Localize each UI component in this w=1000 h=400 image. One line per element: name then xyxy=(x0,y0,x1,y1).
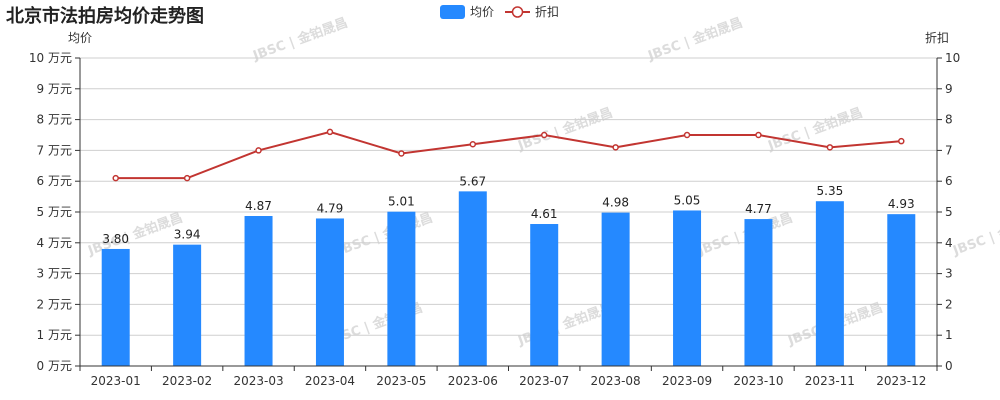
line-point xyxy=(326,128,334,136)
bar-value-label: 5.67 xyxy=(459,174,486,188)
x-tick-label: 2023-08 xyxy=(591,374,641,388)
bar-value-label: 4.93 xyxy=(888,197,915,211)
y-left-tick-label: 6 万元 xyxy=(37,174,72,188)
x-tick-label: 2023-07 xyxy=(519,374,569,388)
bar xyxy=(815,201,844,366)
x-tick-label: 2023-05 xyxy=(376,374,426,388)
chart-title: 北京市法拍房均价走势图 xyxy=(6,6,204,27)
line-point xyxy=(540,131,548,139)
legend-swatch-bar xyxy=(440,5,465,19)
legend-swatch-point xyxy=(511,6,524,18)
legend-label: 均价 xyxy=(470,5,494,19)
grid-lines xyxy=(80,57,937,336)
y-right-tick-label: 6 xyxy=(945,174,953,188)
line-point xyxy=(469,140,477,148)
line-point xyxy=(826,144,834,151)
line-series xyxy=(112,128,905,182)
bar xyxy=(601,212,630,366)
y-left-tick-label: 1 万元 xyxy=(37,328,72,342)
y-right-tick-label: 0 xyxy=(945,359,953,373)
bar xyxy=(458,191,487,366)
bar-value-label: 3.80 xyxy=(102,232,129,246)
y-right-tick-label: 2 xyxy=(945,297,953,311)
line-point xyxy=(755,131,762,139)
x-tick-label: 2023-12 xyxy=(876,374,926,388)
bar-series: 3.80 3.94 4.87 4.79 5.01 5.67 4.61 4.98 5.05 4.77… xyxy=(101,174,916,366)
y-right-tick-label: 9 xyxy=(945,82,953,96)
axes: 0 万元 1 万元 2 万元 3 万元 4 万元 5 万元 6 万元 7 万元 8 万元 9 万元… xyxy=(29,30,960,388)
bar-value-label: 5.35 xyxy=(817,184,844,198)
line-point xyxy=(183,174,191,182)
bar xyxy=(744,219,773,366)
watermark-text: JBSC | 金铂晟昌 xyxy=(645,15,745,64)
watermark-text: JBSC | 金铂晟昌 xyxy=(515,105,615,154)
watermark-text: JBSC | 金铂晟昌 xyxy=(250,15,350,64)
x-tick-label: 2023-04 xyxy=(305,374,355,388)
discount-line xyxy=(115,130,902,180)
bar xyxy=(173,244,202,366)
watermark-text: JBSC | 金铂晟昌 xyxy=(335,210,435,259)
bar-value-label: 4.79 xyxy=(317,201,344,215)
bar-value-label: 3.94 xyxy=(174,228,201,242)
x-tick-label: 2023-03 xyxy=(233,374,283,388)
watermark-text: JBSC | 金铂晟昌 xyxy=(85,210,185,259)
line-point xyxy=(255,147,262,154)
line-point xyxy=(898,137,905,145)
bar-value-label: 4.61 xyxy=(531,207,558,221)
y-right-tick-label: 5 xyxy=(945,205,953,219)
bar xyxy=(387,211,416,366)
y-right-tick-label: 3 xyxy=(945,267,953,281)
watermark-text: JBSC | 金铂晟昌 xyxy=(765,105,865,154)
bar xyxy=(887,214,916,366)
y-left-tick-label: 4 万元 xyxy=(37,236,72,250)
legend-item-discount[interactable]: 折扣 xyxy=(505,4,559,19)
x-tick-label: 2023-06 xyxy=(448,374,498,388)
y-right-tick-label: 1 xyxy=(945,328,953,342)
y-right-axis-name: 折扣 xyxy=(925,30,949,45)
y-left-tick-label: 7 万元 xyxy=(37,143,72,157)
line-point xyxy=(112,174,119,182)
y-left-tick-label: 3 万元 xyxy=(37,267,72,281)
y-right-tick-label: 10 xyxy=(945,51,960,65)
bar xyxy=(315,218,344,366)
x-tick-label: 2023-09 xyxy=(662,374,712,388)
legend-item-avg-price[interactable]: 均价 xyxy=(440,5,494,19)
line-point xyxy=(612,144,619,151)
bar-value-label: 4.98 xyxy=(602,196,629,210)
bar xyxy=(530,224,559,366)
x-tick-label: 2023-11 xyxy=(805,374,855,388)
bar xyxy=(101,248,130,366)
line-point xyxy=(683,131,691,139)
y-left-tick-label: 8 万元 xyxy=(37,113,72,127)
bar-value-label: 5.05 xyxy=(674,193,701,207)
bar-value-label: 4.77 xyxy=(745,202,772,216)
x-tick-label: 2023-01 xyxy=(91,374,141,388)
watermark-text: JBSC | 金铂晟昌 xyxy=(515,300,615,349)
y-left-tick-label: 9 万元 xyxy=(37,82,72,96)
y-right-tick-label: 7 xyxy=(945,143,953,157)
legend[interactable]: 均价 折扣 xyxy=(440,4,559,19)
y-left-tick-label: 5 万元 xyxy=(37,205,72,219)
legend-label: 折扣 xyxy=(535,4,559,19)
bar-value-label: 4.87 xyxy=(245,199,272,213)
y-left-axis-name: 均价 xyxy=(68,31,92,45)
bar xyxy=(673,210,702,366)
bar xyxy=(244,216,273,366)
bar-value-label: 5.01 xyxy=(388,195,415,209)
x-tick-label: 2023-10 xyxy=(733,374,783,388)
y-left-tick-label: 0 万元 xyxy=(37,359,72,373)
line-point xyxy=(398,150,405,157)
watermark-text: JBSC | 金铂晟昌 xyxy=(950,210,1000,259)
y-right-tick-label: 8 xyxy=(945,113,953,127)
x-tick-label: 2023-02 xyxy=(162,374,212,388)
y-left-tick-label: 2 万元 xyxy=(37,297,72,311)
y-left-tick-label: 10 万元 xyxy=(29,51,72,65)
y-right-tick-label: 4 xyxy=(945,236,953,250)
